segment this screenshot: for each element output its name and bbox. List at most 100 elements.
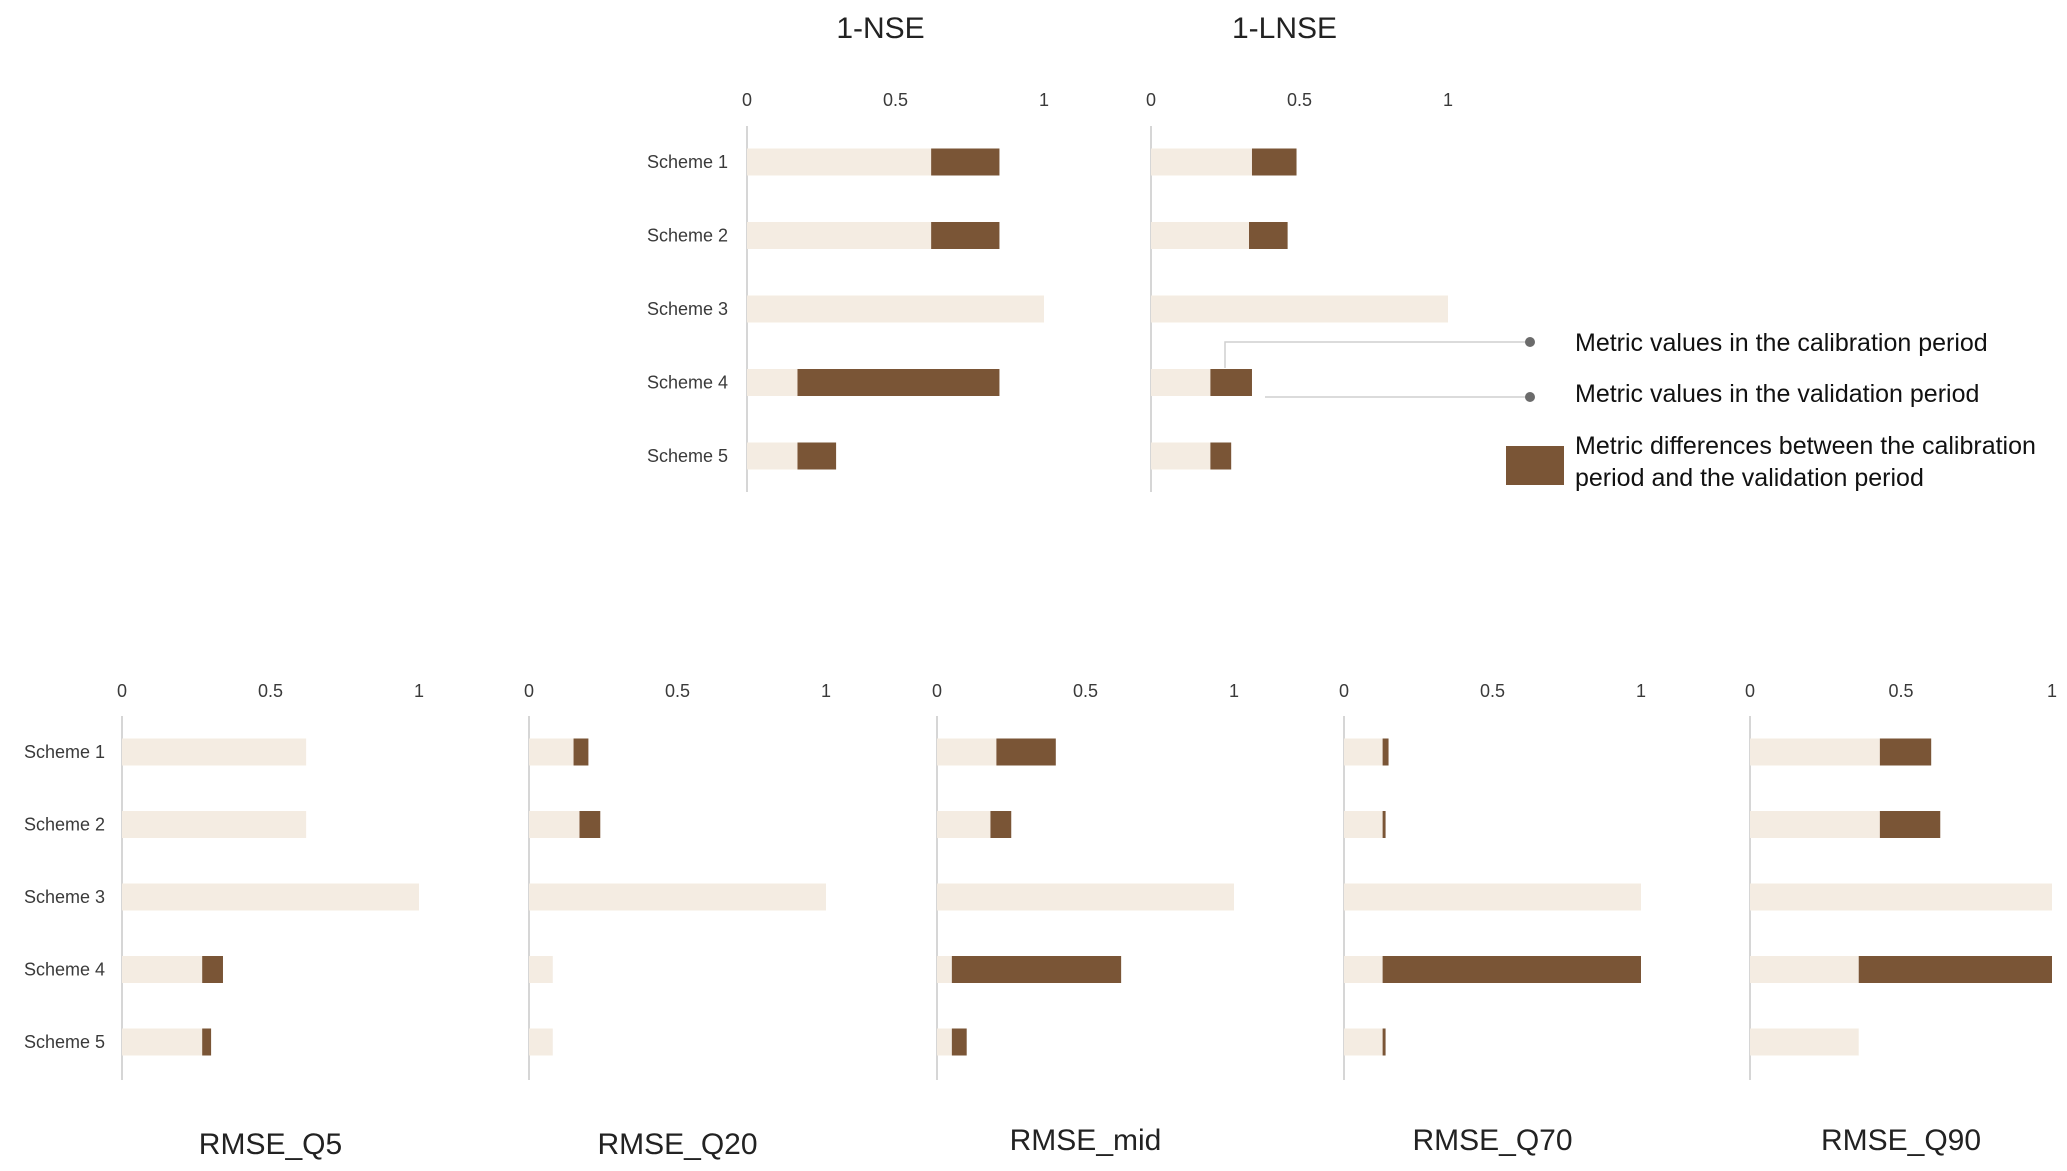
x-tick-label: 0 (117, 681, 127, 701)
bar-calibration (1344, 738, 1383, 766)
bar-difference (202, 1028, 212, 1056)
y-category-label: Scheme 4 (647, 373, 728, 393)
chart-panel: RMSE_Q90 0 0.5 1 (1745, 681, 2057, 1157)
y-category-label: Scheme 1 (647, 152, 728, 172)
legend-dot-validation (1525, 392, 1535, 402)
bar-calibration (1750, 811, 1880, 838)
x-tick-label: 0.5 (1073, 681, 1098, 701)
bar-calibration (937, 1028, 952, 1056)
chart-title: RMSE_Q70 (1412, 1124, 1572, 1157)
chart-panels: 1-NSE 0 0.5 1 Scheme 1 Scheme 2 Scheme 3 Scheme… (24, 12, 2057, 1161)
bar-calibration (937, 738, 997, 766)
bar-calibration (1750, 1028, 1859, 1056)
legend-label-difference-line1: Metric differences between the calibrati… (1575, 432, 2036, 460)
legend: Metric values in the calibration period … (1224, 329, 2036, 492)
bar-difference (1382, 956, 1641, 983)
bar-calibration (122, 956, 203, 983)
chart-title: 1-NSE (836, 12, 924, 45)
bar-difference (1858, 956, 2052, 983)
legend-swatch-difference (1506, 446, 1564, 485)
x-tick-label: 1 (1443, 90, 1453, 110)
chart-title: RMSE_Q90 (1821, 1124, 1981, 1157)
bar-calibration (747, 295, 1044, 323)
x-tick-label: 0.5 (883, 90, 908, 110)
chart-title: RMSE_Q5 (199, 1128, 342, 1161)
bar-difference (1382, 1028, 1386, 1056)
chart-panel: RMSE_Q5 0 0.5 1 Scheme 1 Scheme 2 Scheme 3 Sche… (24, 681, 424, 1161)
bar-difference (1879, 738, 1932, 766)
bar-calibration (937, 883, 1234, 911)
bar-difference (951, 956, 1122, 983)
x-tick-label: 0.5 (665, 681, 690, 701)
x-tick-label: 0.5 (1888, 681, 1913, 701)
y-category-label: Scheme 5 (647, 446, 728, 466)
bar-calibration (1151, 295, 1448, 323)
bar-calibration (122, 811, 307, 838)
chart-panel: RMSE_Q70 0 0.5 1 (1339, 681, 1646, 1157)
chart-panel: 1-LNSE 0 0.5 1 (1146, 12, 1453, 492)
legend-dot-calibration (1525, 337, 1535, 347)
bar-calibration (1344, 956, 1383, 983)
legend-label-validation: Metric values in the validation period (1575, 380, 1979, 408)
y-category-label: Scheme 2 (647, 226, 728, 246)
bar-difference (797, 442, 837, 470)
bar-difference (1249, 222, 1288, 249)
bar-calibration (529, 811, 580, 838)
bar-calibration (1151, 148, 1252, 176)
bar-difference (1210, 442, 1232, 470)
x-tick-label: 1 (414, 681, 424, 701)
bar-difference (931, 148, 1000, 176)
x-tick-label: 0 (1339, 681, 1349, 701)
bar-calibration (1151, 442, 1211, 470)
bar-calibration (529, 956, 553, 983)
y-category-label: Scheme 1 (24, 742, 105, 762)
y-category-label: Scheme 2 (24, 815, 105, 835)
bar-difference (1382, 811, 1386, 838)
y-category-label: Scheme 5 (24, 1032, 105, 1052)
legend-leader-calibration (1224, 341, 1530, 368)
x-tick-label: 0 (524, 681, 534, 701)
bar-calibration (1750, 738, 1880, 766)
bar-calibration (937, 956, 952, 983)
x-tick-label: 0 (1146, 90, 1156, 110)
chart-panel: 1-NSE 0 0.5 1 Scheme 1 Scheme 2 Scheme 3 Scheme… (647, 12, 1049, 492)
bar-difference (797, 369, 1000, 396)
bar-difference (573, 738, 589, 766)
bar-calibration (747, 222, 932, 249)
bar-calibration (747, 369, 798, 396)
chart-title: RMSE_Q20 (597, 1128, 757, 1161)
x-tick-label: 1 (1229, 681, 1239, 701)
bar-calibration (1151, 369, 1211, 396)
x-tick-label: 0.5 (1287, 90, 1312, 110)
x-tick-label: 1 (1039, 90, 1049, 110)
bar-calibration (1750, 956, 1859, 983)
bar-difference (951, 1028, 967, 1056)
bar-calibration (747, 442, 798, 470)
bar-calibration (122, 883, 419, 911)
bar-calibration (1344, 883, 1641, 911)
bar-calibration (747, 148, 932, 176)
bar-calibration (1344, 811, 1383, 838)
bar-difference (202, 956, 223, 983)
bar-calibration (529, 1028, 553, 1056)
bar-difference (1879, 811, 1941, 838)
bar-calibration (1750, 883, 2052, 911)
y-category-label: Scheme 3 (24, 887, 105, 907)
legend-label-difference-line2: period and the validation period (1575, 464, 1924, 492)
bar-difference (1251, 148, 1297, 176)
legend-label-calibration: Metric values in the calibration period (1575, 329, 1988, 357)
x-tick-label: 1 (821, 681, 831, 701)
chart-title: 1-LNSE (1232, 12, 1337, 45)
bar-calibration (529, 883, 826, 911)
bar-calibration (1151, 222, 1250, 249)
bar-difference (1210, 369, 1252, 396)
chart-title: RMSE_mid (1010, 1124, 1162, 1157)
x-tick-label: 0.5 (1480, 681, 1505, 701)
bar-calibration (529, 738, 574, 766)
bar-calibration (122, 738, 307, 766)
bar-difference (579, 811, 601, 838)
x-tick-label: 0 (742, 90, 752, 110)
x-tick-label: 1 (2047, 681, 2057, 701)
x-tick-label: 0 (1745, 681, 1755, 701)
